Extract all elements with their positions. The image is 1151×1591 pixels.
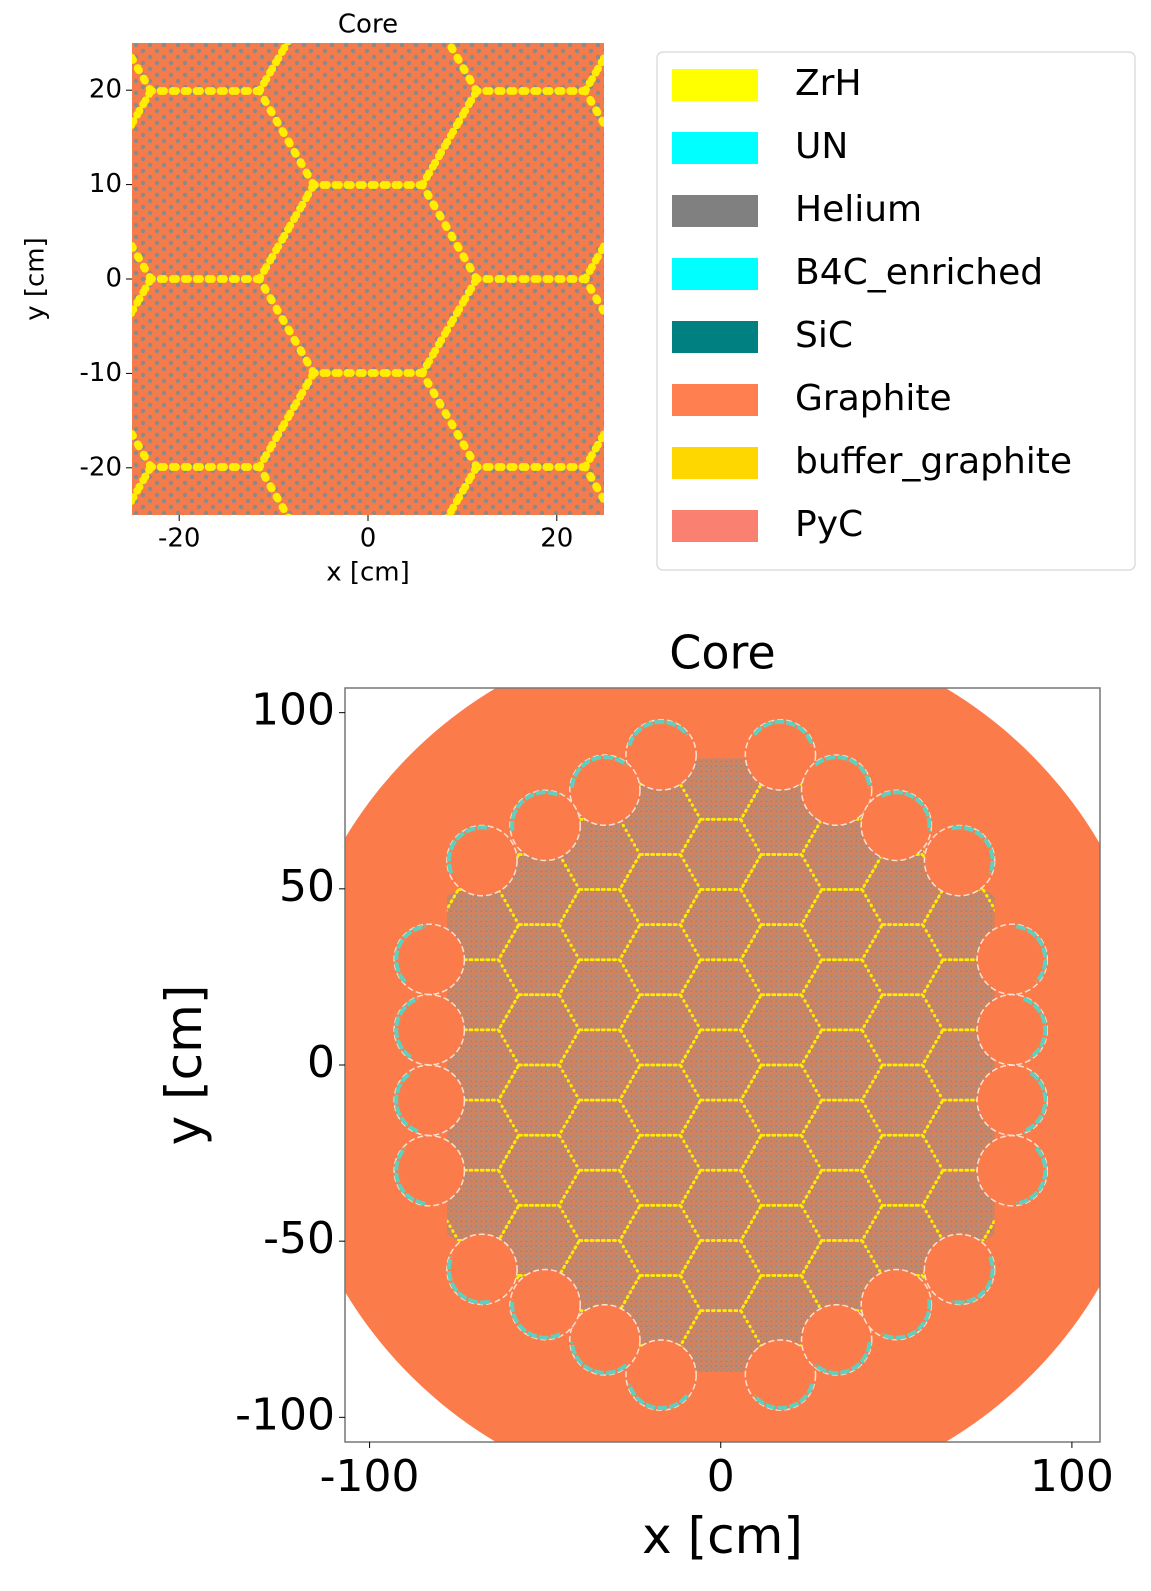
legend-swatch [672, 132, 758, 164]
control-drum [570, 755, 640, 825]
legend-label: PyC [795, 504, 863, 545]
y-tick-label: 0 [307, 1037, 335, 1088]
legend-label: UN [795, 126, 848, 167]
x-tick-label: -20 [158, 524, 200, 554]
legend-swatch [672, 195, 758, 227]
plot-area [282, 626, 1151, 1504]
legend-swatch [672, 384, 758, 416]
y-tick-label: -10 [80, 358, 122, 388]
y-axis-label: y [cm] [21, 237, 51, 321]
y-tick-label: -50 [263, 1213, 335, 1264]
legend-label: B4C_enriched [795, 252, 1043, 293]
legend-swatch [672, 447, 758, 479]
x-tick-label: 100 [1030, 1451, 1114, 1502]
y-tick-label: 100 [251, 685, 335, 736]
legend-swatch [672, 510, 758, 542]
chart-title: Core [669, 625, 775, 679]
control-drum [802, 1305, 872, 1375]
legend-swatch [672, 258, 758, 290]
x-tick-label: 20 [540, 524, 573, 554]
chart-title: Core [338, 9, 398, 39]
y-tick-label: -100 [235, 1389, 335, 1440]
figure: -20020-20-1001020Corex [cm]y [cm]ZrHUNHe… [0, 0, 1151, 1591]
legend-label: buffer_graphite [795, 441, 1072, 482]
x-tick-label: -100 [320, 1451, 420, 1502]
y-tick-label: 20 [89, 75, 122, 105]
legend-swatch [672, 69, 758, 101]
y-tick-label: -20 [80, 452, 122, 482]
legend-label: Graphite [795, 378, 952, 419]
x-axis-label: x [cm] [642, 1507, 803, 1565]
y-tick-label: 0 [105, 264, 122, 294]
x-tick-label: 0 [707, 1451, 735, 1502]
x-tick-label: 0 [360, 524, 377, 554]
legend-swatch [672, 321, 758, 353]
legend-label: SiC [795, 315, 853, 356]
x-axis-label: x [cm] [326, 558, 410, 588]
legend: ZrH UN Helium B4C_enriched SiC Graphite buffer… [657, 52, 1135, 570]
plot: -100 0 100 -100 -50 0 50 100 Core x [cm] y [cm] [155, 625, 1151, 1565]
legend-label: Helium [795, 189, 922, 230]
y-tick-label: 50 [279, 861, 335, 912]
legend-label: ZrH [795, 63, 862, 104]
y-axis-label: y [cm] [155, 985, 213, 1146]
y-tick-label: 10 [89, 169, 122, 199]
legend-frame [657, 52, 1135, 570]
